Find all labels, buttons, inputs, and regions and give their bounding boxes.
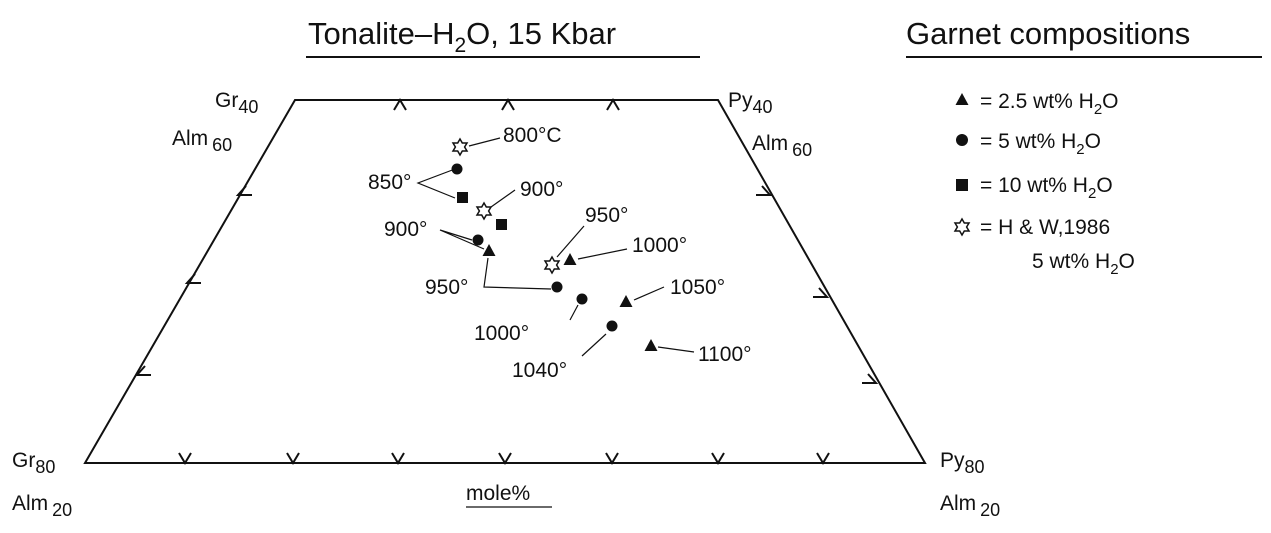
legend-entry: = 10 wt% H2O — [980, 174, 1113, 202]
text-part: 2 — [1110, 261, 1118, 278]
legend-entry: = 2.5 wt% H2O — [980, 90, 1119, 118]
text-part: 2 — [1088, 185, 1096, 202]
corner-label: Gr40 — [215, 89, 258, 117]
point-label: 1000° — [632, 234, 687, 257]
point-label: 950° — [585, 204, 628, 227]
ticks — [134, 98, 879, 465]
text-part: = 2.5 wt% H — [980, 90, 1094, 113]
point-labels: 800°C 850° 900° 900° 950° 1000° 950° 105… — [368, 124, 752, 382]
text-part: 80 — [35, 457, 55, 477]
title: Tonalite–H2O, 15 Kbar — [308, 16, 616, 57]
point-label: 850° — [368, 171, 411, 194]
corner-label: Alm 60 — [172, 127, 232, 155]
point-label: 1050° — [670, 276, 725, 299]
text-part: Alm — [12, 492, 48, 515]
trapezoid — [83, 99, 927, 464]
text-part: 2 — [1076, 141, 1084, 158]
axis-label: mole% — [466, 482, 530, 505]
text-part: Alm — [940, 492, 976, 515]
point-label: 1000° — [474, 322, 529, 345]
legend-entry: 5 wt% H2O — [1032, 250, 1135, 278]
point-label: 900° — [384, 218, 427, 241]
text-part: Alm — [752, 132, 788, 155]
text-part: 2 — [1094, 101, 1102, 118]
point-label: 900° — [520, 178, 563, 201]
text-part: O — [1085, 130, 1101, 153]
text-part: 20 — [52, 500, 72, 520]
legend-entry: = H & W,1986 — [980, 216, 1110, 239]
legend: = 2.5 wt% H2O = 5 wt% H2O = 10 wt% H2O =… — [954, 90, 1135, 278]
point-label: 1040° — [512, 359, 567, 382]
text-part: O — [1102, 90, 1118, 113]
point-label: 950° — [425, 276, 468, 299]
text-part: Py — [940, 449, 965, 472]
text-part: = 5 wt% H — [980, 130, 1076, 153]
corner-label: Alm 60 — [752, 132, 812, 160]
point-label: 1100° — [698, 343, 752, 366]
text-part: 40 — [238, 97, 258, 117]
title-sub: 2 — [454, 34, 466, 57]
title-text: Tonalite–H — [308, 16, 454, 51]
text-part: Gr — [215, 89, 238, 112]
text-part: 5 wt% H — [1032, 250, 1110, 273]
text-part: 20 — [980, 500, 1000, 520]
corner-label: Gr80 — [12, 449, 55, 477]
corner-label: Alm 20 — [940, 492, 1000, 520]
corner-label: Py40 — [728, 89, 773, 117]
text-part: 60 — [792, 140, 812, 160]
text-part: 80 — [965, 457, 985, 477]
title-rest: O, 15 Kbar — [466, 16, 616, 51]
text-part: O — [1119, 250, 1135, 273]
text-part: O — [1096, 174, 1112, 197]
point-label: 800°C — [503, 124, 562, 147]
legend-entry: = 5 wt% H2O — [980, 130, 1101, 158]
corner-labels: Gr40 Alm 60 Py40 Alm 60 Gr80 Alm 20 Py80 Al… — [12, 89, 1000, 520]
text-part: Gr — [12, 449, 35, 472]
text-part: 60 — [212, 135, 232, 155]
text-part: 40 — [753, 97, 773, 117]
corner-label: Py80 — [940, 449, 985, 477]
text-part: Alm — [172, 127, 208, 150]
leader-lines — [416, 137, 695, 357]
corner-label: Alm 20 — [12, 492, 72, 520]
legend-title: Garnet compositions — [906, 16, 1190, 51]
points — [451, 138, 658, 351]
text-part: Py — [728, 89, 753, 112]
text-part: = 10 wt% H — [980, 174, 1088, 197]
